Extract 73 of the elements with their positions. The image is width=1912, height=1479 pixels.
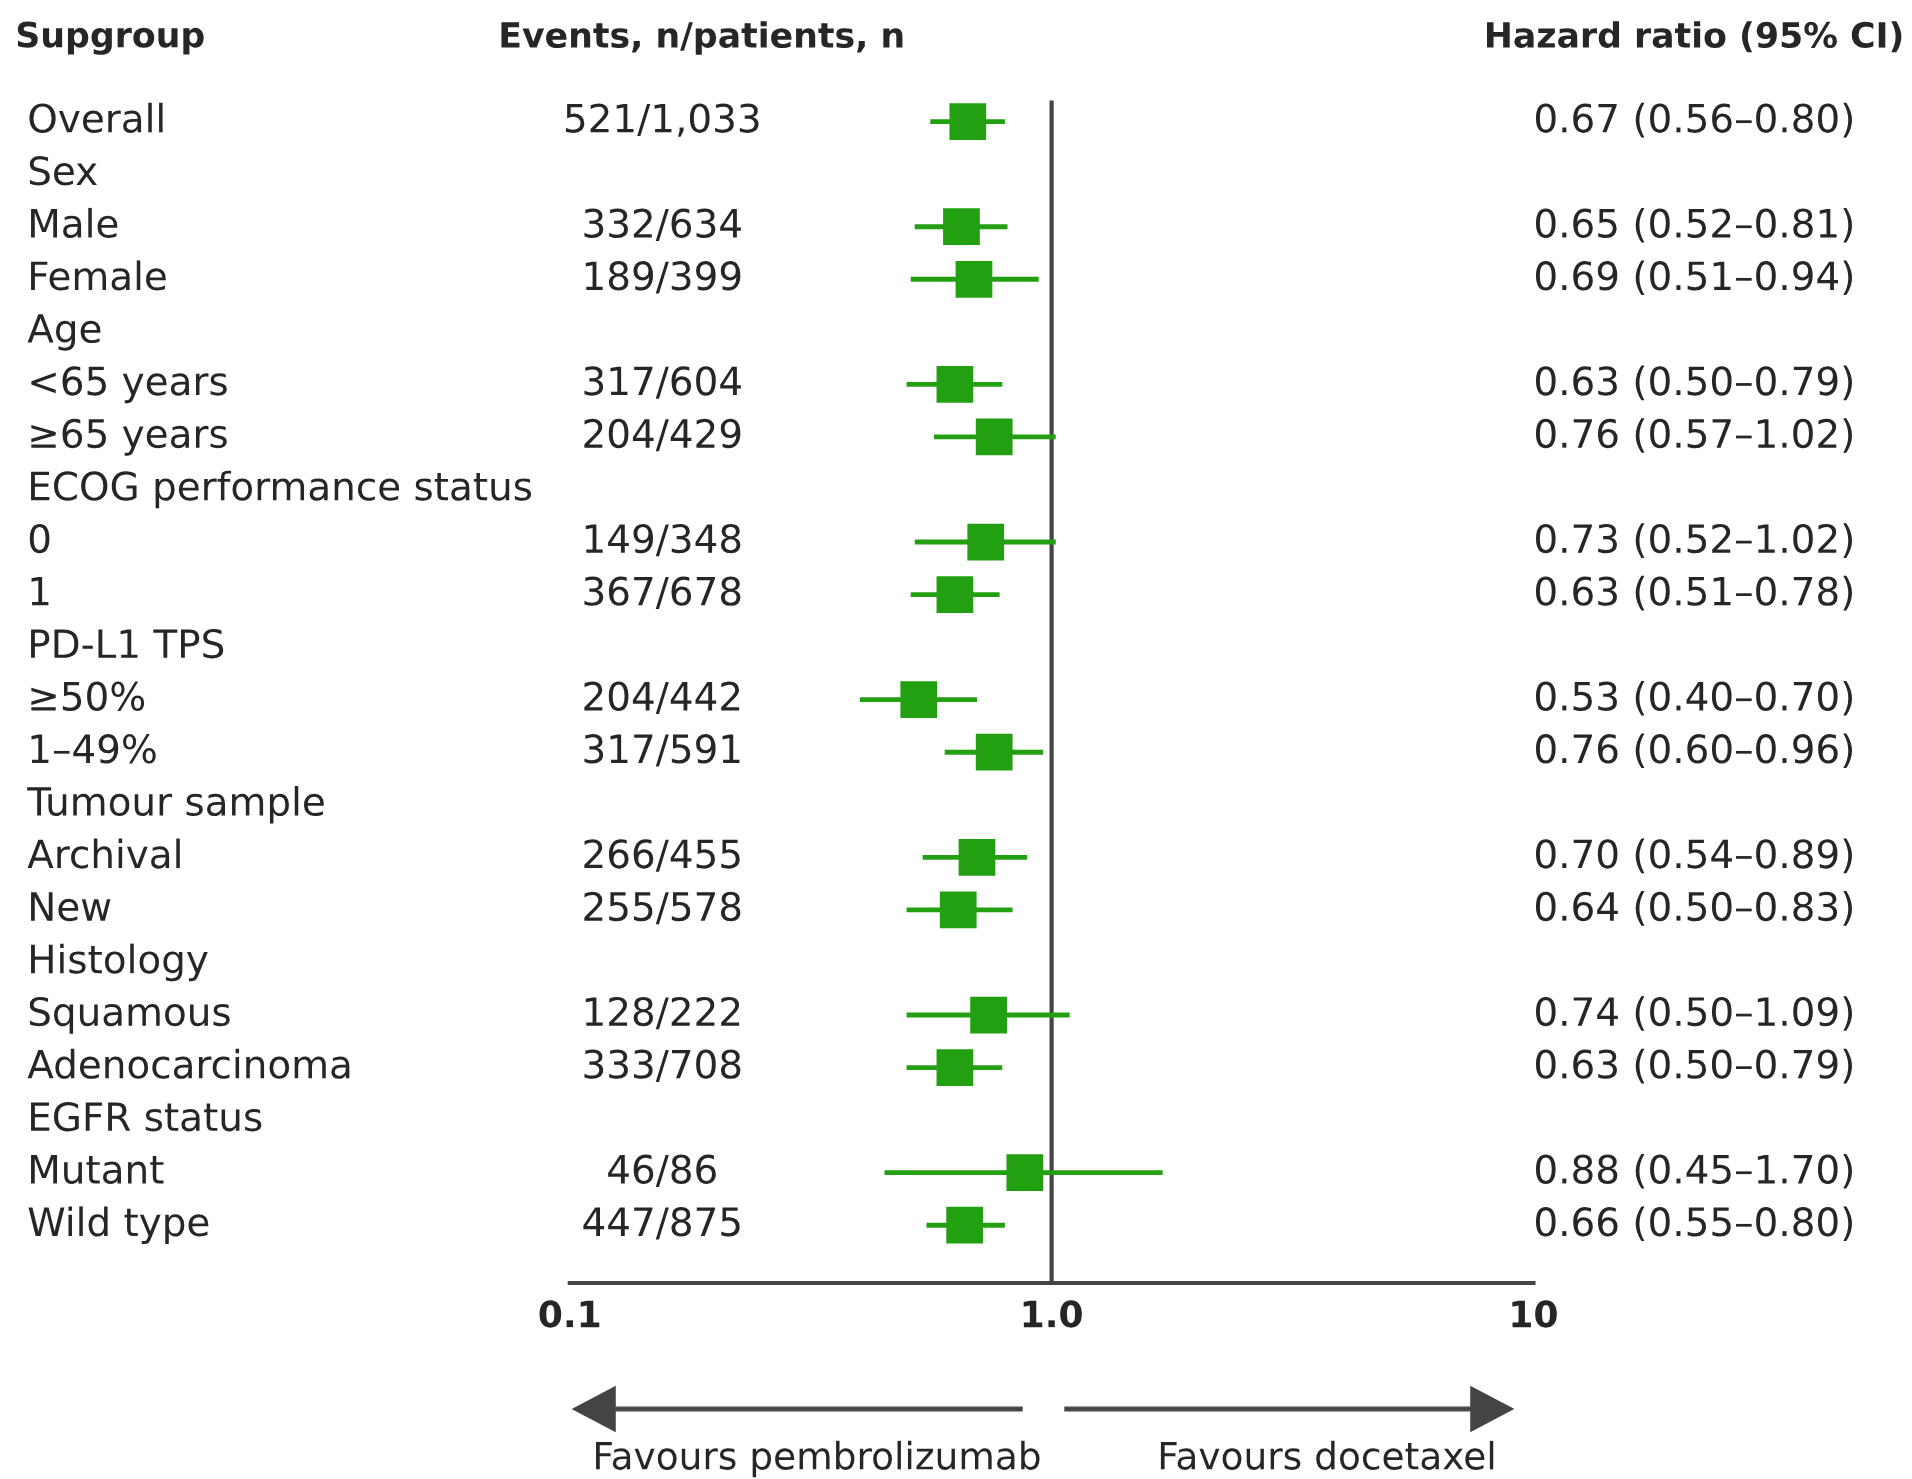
data-label: 0.67 (0.56–0.80)	[1535, 102, 1852, 138]
text: Favours pembrolizumab	[596, 1440, 1040, 1478]
point	[955, 260, 993, 298]
data-label: 0.53 (0.40–0.70)	[1535, 680, 1852, 716]
data-label: 0.74 (0.50–1.09)	[1535, 996, 1852, 1031]
data-label: 0.73 (0.52–1.02)	[1535, 523, 1852, 558]
point	[936, 1049, 974, 1086]
point	[936, 576, 974, 613]
annotation: 332/634	[584, 208, 741, 242]
y-tick-label: <65 years	[31, 366, 227, 404]
text: Favours docetaxel	[1160, 1440, 1494, 1470]
annotation: 266/455	[584, 839, 740, 872]
y-tick-label: New	[31, 892, 111, 922]
y-tick-label: 1–49%	[31, 734, 156, 764]
annotation: 333/708	[584, 1049, 741, 1082]
y-tick-label: PD-L1 TPS	[31, 629, 224, 659]
y-tick-label: EGFR status	[31, 1101, 262, 1132]
point	[946, 1206, 984, 1244]
point	[939, 891, 977, 929]
y-tick-label: Adenocarcinoma	[27, 1048, 350, 1079]
data-label: 0.63 (0.50–0.79)	[1535, 365, 1852, 401]
annotation: 521/1,033	[565, 103, 759, 137]
point	[967, 523, 1005, 561]
y-tick-label: ≥65 years	[31, 418, 227, 456]
text: Supgroup	[17, 21, 204, 55]
annotation: 367/678	[584, 576, 741, 609]
y-tick-label: Overall	[29, 102, 163, 133]
annotation: 189/399	[585, 261, 741, 294]
annotation: 149/348	[585, 523, 741, 557]
point	[975, 733, 1013, 771]
data-label: 0.63 (0.50–0.79)	[1535, 1048, 1852, 1084]
point	[975, 418, 1013, 456]
y-tick-label: Histology	[31, 943, 208, 982]
y-tick-label: ECOG performance status	[31, 470, 532, 509]
annotation: 317/591	[584, 734, 740, 767]
data-label: 0.88 (0.45–1.70)	[1535, 1153, 1852, 1189]
annotation: 255/578	[584, 891, 741, 925]
data-label: 0.64 (0.50–0.83)	[1535, 891, 1852, 926]
x-tick-label: 0.1	[539, 1300, 600, 1328]
y-tick-label: Archival	[27, 838, 180, 869]
y-tick-label: Mutant	[31, 1155, 164, 1184]
point	[970, 996, 1007, 1034]
point	[949, 103, 987, 140]
annotation: 46/86	[608, 1154, 716, 1188]
text: Hazard ratio (95% CI)	[1487, 21, 1902, 53]
data-label: 0.69 (0.51–0.94)	[1535, 260, 1852, 296]
y-tick-label: Male	[31, 207, 118, 238]
annotation: 447/875	[583, 1207, 740, 1240]
annotation: 128/222	[585, 996, 740, 1030]
y-tick-label: Wild type	[28, 1206, 209, 1245]
point	[943, 208, 980, 246]
point	[958, 838, 996, 876]
x-tick-label: 1.0	[1023, 1300, 1082, 1328]
data-label: 0.65 (0.52–0.81)	[1535, 207, 1852, 243]
y-tick-label: Squamous	[29, 996, 230, 1034]
y-tick-label: 1	[31, 576, 49, 606]
annotation: 204/429	[584, 418, 741, 452]
y-tick-label: ≥50%	[31, 681, 145, 711]
data-label: 0.76 (0.60–0.96)	[1535, 733, 1852, 769]
annotation: 317/604	[584, 366, 741, 399]
text: Events, n/patients, n	[501, 21, 903, 55]
data-label: 0.66 (0.55–0.80)	[1535, 1206, 1852, 1242]
y-tick-label: Sex	[29, 156, 97, 186]
data-label: 0.70 (0.54–0.89)	[1535, 838, 1852, 874]
annotation: 204/442	[584, 681, 740, 715]
y-tick-label: Female	[31, 260, 166, 291]
data-label: 0.76 (0.57–1.02)	[1535, 418, 1852, 453]
point	[936, 365, 974, 403]
x-tick-label: 10	[1512, 1300, 1557, 1328]
y-tick-label: Tumour sample	[27, 785, 324, 824]
y-tick-label: Age	[27, 314, 101, 351]
y-tick-label: 0	[29, 523, 50, 554]
data-label: 0.63 (0.51–0.78)	[1535, 575, 1852, 611]
